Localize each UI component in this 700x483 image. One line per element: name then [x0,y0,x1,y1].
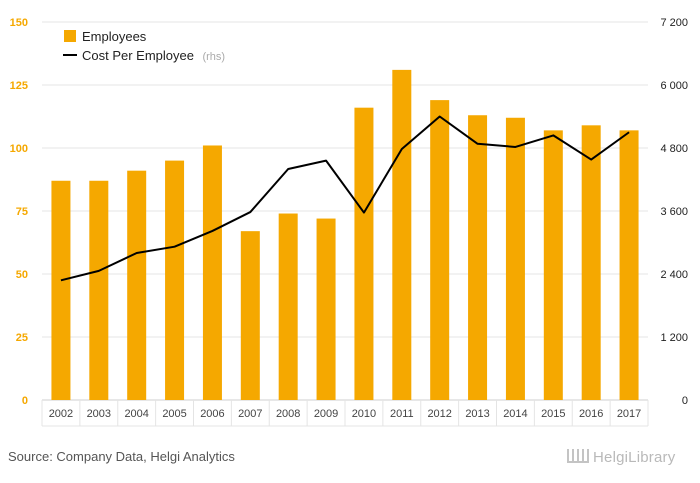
bar-employees [316,218,336,400]
x-tick-label: 2008 [276,408,300,420]
right-tick-label: 7 200 [660,17,688,29]
legend: Employees Cost Per Employee (rhs) [63,29,225,64]
left-tick-label: 0 [22,395,28,407]
legend-rhs-note: (rhs) [202,51,225,63]
x-tick-label: 2012 [427,408,451,420]
left-tick-label: 25 [16,332,28,344]
bar-employees [581,125,601,400]
x-tick-label: 2002 [49,408,73,420]
right-tick-label: 1 200 [660,332,688,344]
logo-icon [567,449,589,463]
x-tick-label: 2006 [200,408,224,420]
cost-line [60,115,630,282]
right-tick-label: 0 [682,395,688,407]
right-tick-label: 2 400 [660,269,688,281]
x-tick-label: 2015 [541,408,565,420]
left-tick-label: 75 [16,206,28,218]
helgi-library-logo: HelgiLibrary [567,449,675,466]
left-tick-label: 150 [10,17,28,29]
x-tick-label: 2017 [617,408,641,420]
right-tick-label: 3 600 [660,206,688,218]
left-tick-label: 100 [10,143,28,155]
right-tick-label: 4 800 [660,143,688,155]
bar-employees [543,130,563,401]
legend-label-cost: Cost Per Employee [82,48,194,63]
x-tick-label: 2010 [352,408,376,420]
x-tick-label: 2016 [579,408,603,420]
bar-employees [127,170,147,400]
bar-employees [278,213,298,400]
left-tick-label: 50 [16,269,28,281]
legend-label-cost-group: Cost Per Employee (rhs) [82,47,225,64]
x-tick-label: 2014 [503,408,527,420]
bar-employees [619,130,639,401]
bar-employees [51,180,71,400]
bar-employees [392,69,412,400]
axis-ticks: 0 0 25 1 200 50 2 400 75 3 600 100 4 800 125 6 000 1… [10,17,688,420]
x-tick-label: 2013 [465,408,489,420]
x-tick-label: 2004 [124,408,148,420]
x-tick-label: 2003 [87,408,111,420]
x-tick-label: 2009 [314,408,338,420]
source-note: Source: Company Data, Helgi Analytics [8,449,235,464]
bar-employees [468,115,488,401]
cost-per-employee-line [60,115,630,282]
x-tick-label: 2005 [162,408,186,420]
bar-employees [430,100,450,401]
x-tick-label: 2007 [238,408,262,420]
bars [51,69,639,401]
x-tick-label: 2011 [390,408,414,420]
legend-swatch-employees [64,30,76,42]
bar-employees [89,180,109,400]
bar-employees [240,231,260,400]
bar-employees [165,160,185,400]
bar-employees [202,145,222,400]
bar-employees [354,107,374,401]
bar-employees [505,117,525,400]
left-tick-label: 125 [10,80,28,92]
logo-text: HelgiLibrary [593,449,676,466]
legend-label-employees: Employees [82,29,147,44]
right-tick-label: 6 000 [660,80,688,92]
